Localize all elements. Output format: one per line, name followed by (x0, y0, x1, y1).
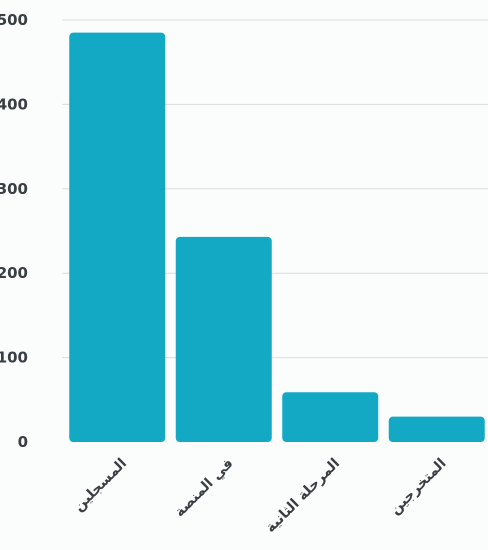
bar (175, 236, 272, 442)
y-tick-label: 300 (0, 180, 28, 198)
x-axis-ticks: المسجلين في المنصة المرحلة الثانية المتخرجي… (71, 456, 450, 536)
bar (388, 416, 485, 442)
y-tick-label: 0 (18, 433, 28, 451)
bars (69, 32, 485, 442)
y-tick-label: 100 (0, 349, 28, 367)
x-tick-label: المرحلة الثانية (263, 456, 343, 536)
y-tick-label: 200 (0, 264, 28, 282)
x-tick-label: في المنصة (172, 456, 237, 521)
x-tick-label: المتخرجين (387, 456, 449, 518)
bar (69, 32, 166, 442)
y-axis-ticks: 0 100 200 300 400 500 (0, 11, 28, 451)
bar (282, 392, 379, 442)
y-tick-label: 500 (0, 11, 28, 29)
x-tick-label: المسجلين (71, 456, 130, 515)
y-tick-label: 400 (0, 95, 28, 113)
